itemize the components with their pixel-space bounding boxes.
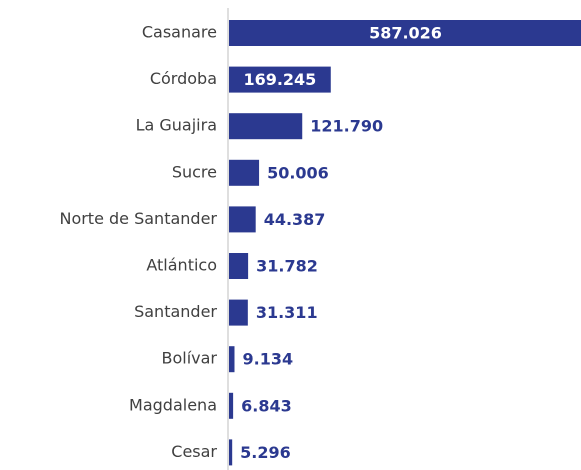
bar: [229, 159, 260, 186]
category-label: Magdalena: [129, 395, 217, 414]
bar: [229, 392, 234, 419]
category-label: Santander: [134, 302, 217, 321]
value-label: 5.296: [240, 443, 291, 462]
bar: [229, 66, 331, 93]
category-label: Sucre: [172, 162, 217, 181]
value-label: 31.311: [256, 303, 318, 322]
value-label: 121.790: [310, 117, 383, 136]
bar: [229, 253, 249, 279]
category-label: Atlántico: [146, 256, 217, 275]
bar: [229, 299, 248, 326]
value-label: 50.006: [267, 163, 329, 182]
bar: [229, 20, 581, 46]
value-label: 44.387: [264, 210, 326, 229]
category-label: Norte de Santander: [59, 209, 217, 228]
value-label: 31.782: [256, 257, 318, 276]
category-label: Cesar: [171, 442, 217, 461]
bar: [229, 206, 256, 233]
category-label: Córdoba: [150, 69, 217, 88]
value-label: 587.026: [369, 24, 442, 43]
category-label: Bolívar: [161, 349, 217, 368]
value-label: 6.843: [241, 396, 292, 415]
bar: [229, 346, 235, 373]
bar: [229, 439, 233, 466]
value-label: 9.134: [242, 350, 293, 369]
category-label: Casanare: [142, 23, 217, 42]
category-label: La Guajira: [136, 116, 217, 135]
bar: [229, 113, 303, 140]
value-label: 169.245: [243, 70, 316, 89]
